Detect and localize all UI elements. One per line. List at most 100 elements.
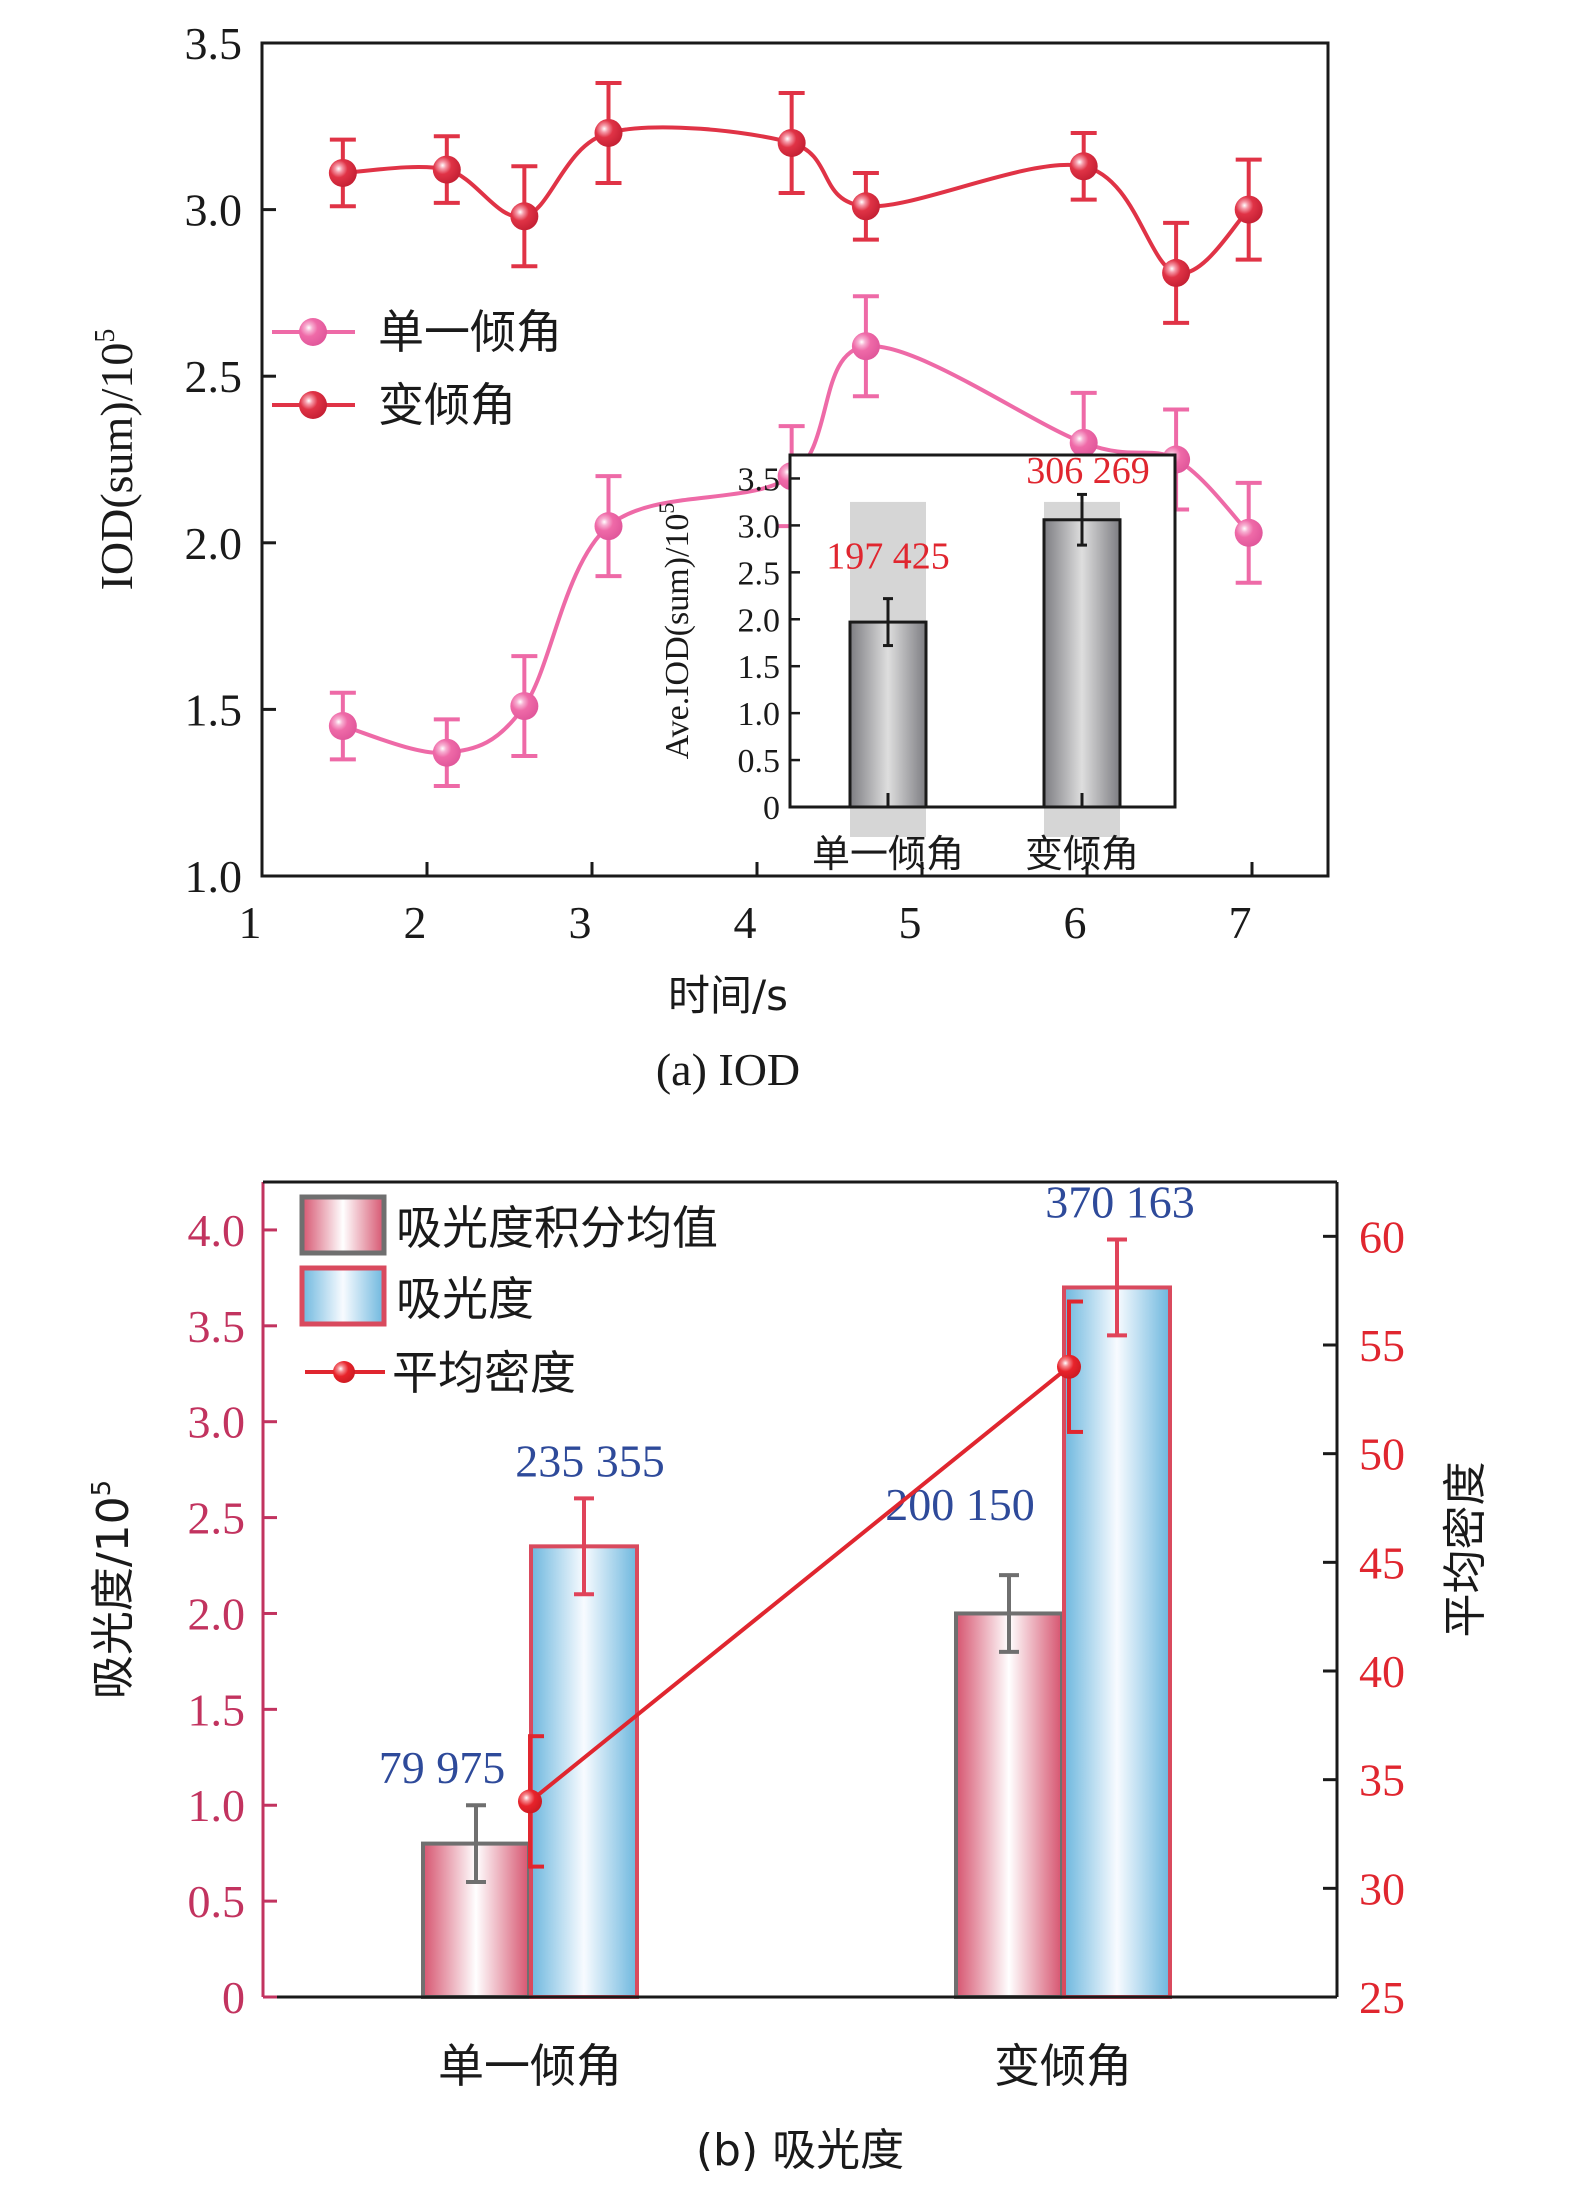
a-data-point (777, 128, 806, 157)
a-legend: 单一倾角 变倾角 (272, 305, 562, 432)
a-y-tick-label: 3.0 (185, 185, 243, 236)
a-data-point (851, 332, 880, 361)
b-value-label: 370 163 (1045, 1177, 1195, 1228)
a-plot-frame (260, 41, 1330, 878)
b-density-point (1057, 1354, 1081, 1379)
b-legend-label-absorbance: 吸光度 (396, 1272, 534, 1326)
a-data-point (510, 202, 539, 231)
b-axes: 0 0.5 1.0 1.5 2.0 2.5 3.0 3.5 4.0 25 30 35 40 45 50 55 6… (188, 1180, 1405, 2023)
b-error-bar (466, 1803, 486, 1884)
inset-x-tick-label: 单一倾角 (812, 832, 964, 876)
b-y-tick-label: 3.5 (188, 1301, 246, 1352)
inset-y-axis-label: Ave.IOD(sum)/105 (654, 503, 696, 760)
a-x-tick-label: 4 (734, 897, 757, 948)
b-line-layer (518, 1299, 1083, 1869)
b-error-bar (1107, 1237, 1127, 1338)
inset-y-tick-label: 0.5 (738, 743, 781, 780)
a-x-tick-label: 2 (404, 897, 427, 948)
a-data-point (1162, 258, 1191, 287)
inset-y-tick-label: 0 (763, 790, 780, 827)
b-bar-absorbance (1062, 1285, 1172, 1999)
b-y-tick-label: 2.0 (188, 1588, 246, 1639)
red-dot-marker-icon (333, 1361, 355, 1383)
b-y2-tick-label: 55 (1359, 1320, 1405, 1371)
b-x-tick-label: 变倾角 (994, 2039, 1132, 2093)
a-x-tick-label: 7 (1229, 897, 1252, 948)
a-y-tick-label: 1.5 (185, 684, 243, 735)
a-x-axis: 1 2 3 4 5 6 7 (239, 862, 1254, 948)
a-legend-label-variable: 变倾角 (378, 378, 516, 432)
a-data-point (328, 158, 357, 187)
a-y-tick-label: 3.5 (185, 18, 243, 69)
a-data-point (851, 192, 880, 221)
b-error-bar (574, 1496, 594, 1597)
b-value-label: 79 975 (379, 1742, 506, 1793)
b-y2-tick-label: 25 (1359, 1972, 1405, 2023)
a-data-point (1069, 152, 1098, 181)
b-y2-tick-label: 60 (1359, 1211, 1405, 1262)
b-value-label: 235 355 (515, 1435, 665, 1486)
a-x-tick-label: 3 (569, 897, 592, 948)
a-data-point (432, 738, 461, 767)
a-legend-item-single: 单一倾角 (272, 305, 562, 359)
a-data-point (510, 692, 539, 721)
b-legend-item-density: 平均密度 (305, 1346, 576, 1400)
b-y2-tick-label: 40 (1359, 1646, 1405, 1697)
a-data-point (1069, 428, 1098, 457)
inset-y-tick-label: 3.5 (738, 461, 781, 498)
b-y-tick-label: 0 (222, 1972, 245, 2023)
b-y-tick-label: 1.0 (188, 1780, 246, 1831)
b-x-tick-label: 单一倾角 (438, 2039, 622, 2093)
a-x-tick-label: 5 (899, 897, 922, 948)
pink-bar-swatch-icon (299, 1194, 387, 1256)
b-y-tick-label: 0.5 (188, 1876, 246, 1927)
b-value-label: 200 150 (885, 1479, 1035, 1530)
a-x-tick-label: 1 (239, 897, 262, 948)
b-y-tick-label: 1.5 (188, 1684, 246, 1735)
a-y-tick-label: 2.5 (185, 351, 243, 402)
b-y-tick-label: 3.0 (188, 1397, 246, 1448)
a-series-layer (328, 80, 1263, 789)
inset-frame (788, 453, 1177, 809)
blue-bar-swatch-icon (299, 1265, 387, 1327)
b-y2-axis-label: 平均密度 (1440, 1462, 1491, 1638)
a-y-axis: 1.0 1.5 2.0 2.5 3.0 3.5 (185, 18, 276, 902)
a-legend-item-variable: 变倾角 (272, 378, 516, 432)
a-series-line-1 (342, 125, 1251, 276)
inset-y-tick-label: 3.0 (738, 508, 781, 545)
b-y-tick-label: 4.0 (188, 1205, 246, 1256)
inset-y-tick-label: 2.0 (738, 602, 781, 639)
a-inset-bar-chart: 单一倾角 197 425 变倾角 306 269 0 0.5 1.0 1.5 2.0 2.5 3.… (654, 450, 1177, 876)
a-y-axis-label: IOD(sum)/105 (90, 329, 142, 591)
b-legend-item-integral: 吸光度积分均值 (299, 1194, 718, 1256)
b-y2-tick-label: 45 (1359, 1537, 1405, 1588)
b-y-axis-label: 吸光度/105 (87, 1480, 139, 1699)
b-bar-integral (954, 1611, 1064, 1999)
inset-y-axis: 0 0.5 1.0 1.5 2.0 2.5 3.0 3.5 (738, 461, 800, 827)
b-error-bar (999, 1573, 1019, 1654)
a-data-point (328, 712, 357, 741)
b-y2-tick-label: 50 (1359, 1429, 1405, 1480)
inset-bar (848, 620, 928, 809)
pink-marker-icon (299, 318, 327, 346)
inset-bar (1042, 518, 1122, 809)
b-legend-item-absorbance: 吸光度 (299, 1265, 534, 1327)
b-caption: (b) 吸光度 (696, 2125, 904, 2176)
b-density-point (518, 1789, 542, 1814)
b-legend-label-integral: 吸光度积分均值 (396, 1201, 718, 1255)
chart-b-absorbance: 单一倾角 变倾角 79 975 200 150 235 355 370 163 0 0.5 1… (87, 1177, 1491, 2176)
a-data-point (594, 118, 623, 147)
a-x-tick-label: 6 (1064, 897, 1087, 948)
b-y2-tick-label: 35 (1359, 1755, 1405, 1806)
b-bar-absorbance (529, 1544, 639, 1999)
inset-value-label: 306 269 (1026, 450, 1150, 492)
b-y2-tick-label: 30 (1359, 1863, 1405, 1914)
a-y-tick-label: 1.0 (185, 851, 243, 902)
b-legend-label-density: 平均密度 (392, 1346, 576, 1400)
inset-x-tick-label: 变倾角 (1025, 832, 1139, 876)
b-density-line (528, 1365, 1071, 1803)
a-data-point (1234, 518, 1263, 547)
a-data-point (432, 155, 461, 184)
